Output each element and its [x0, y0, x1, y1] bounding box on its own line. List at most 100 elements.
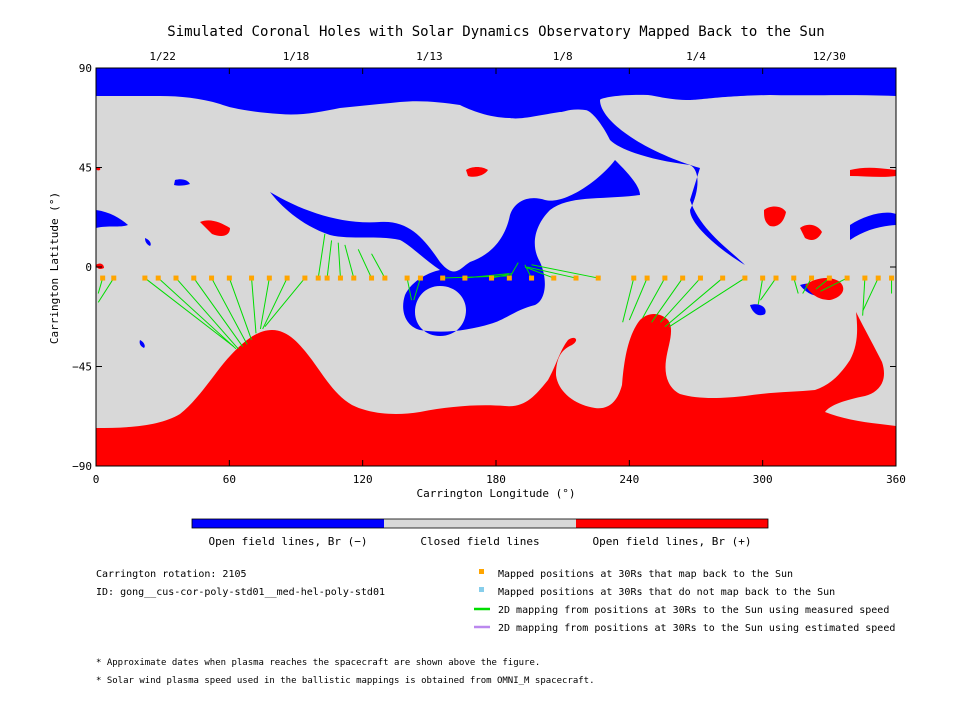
colorbar-positive [576, 519, 768, 528]
mapped-point [173, 275, 179, 281]
mapping-line [531, 264, 599, 279]
mapped-point [773, 275, 779, 281]
mapped-point [315, 275, 321, 281]
mapping-line [97, 277, 115, 303]
mapped-point [337, 275, 343, 281]
mapped-point [551, 275, 557, 281]
mapped-point [826, 275, 832, 281]
mapping-line [357, 249, 373, 279]
mapped-point [404, 275, 410, 281]
mapping-line [211, 277, 248, 345]
mapping-line [491, 273, 512, 279]
mapped-point [489, 275, 495, 281]
legend-estimated-label: 2D mapping from positions at 30Rs to the… [498, 623, 895, 634]
field-map [96, 68, 896, 466]
mapping-line [669, 277, 746, 328]
legend-mapped-label: Mapped positions at 30Rs that map back t… [498, 569, 793, 580]
chart-title: Simulated Coronal Holes with Solar Dynam… [167, 24, 824, 40]
mapping-line [862, 277, 879, 312]
mapping-line [317, 233, 326, 279]
mapped-point [809, 275, 815, 281]
date-tick-label: 1/8 [553, 50, 573, 63]
mapped-point [844, 275, 850, 281]
mapping-line [337, 242, 341, 279]
date-tick-label: 1/22 [149, 50, 176, 63]
colorbar: Open field lines, Br (−) Closed field li… [191, 518, 769, 548]
mapped-point [760, 275, 766, 281]
note-omni: * Solar wind plasma speed used in the ba… [96, 676, 595, 686]
mapped-point [529, 275, 535, 281]
mapping-line [326, 240, 333, 279]
mapping-line [622, 277, 635, 323]
mapped-point [595, 275, 601, 281]
mapped-point [462, 275, 468, 281]
date-tick-label: 1/4 [686, 50, 706, 63]
mapped-point [249, 275, 255, 281]
mapped-point [680, 275, 686, 281]
y-axis: 90 45 0 −45 −90 [72, 62, 896, 473]
positive-patch [96, 167, 896, 300]
mapping-line [660, 277, 701, 323]
mapped-point [862, 275, 868, 281]
equatorial-negative-band [270, 160, 640, 336]
mapped-point [644, 275, 650, 281]
mapping-line [524, 266, 554, 279]
mapping-line [527, 266, 577, 279]
mapping-line [664, 277, 723, 328]
mapped-point [506, 275, 512, 281]
x-tick-label: 360 [886, 473, 906, 486]
mapped-point [720, 275, 726, 281]
mapped-point [351, 275, 357, 281]
x-tick-label: 300 [753, 473, 773, 486]
mapped-point [440, 275, 446, 281]
x-tick-label: 0 [93, 473, 100, 486]
mapped-point [742, 275, 748, 281]
colorbar-negative [192, 519, 384, 528]
mapped-point [100, 275, 106, 281]
legend: Mapped positions at 30Rs that map back t… [474, 569, 895, 634]
y-tick-label: 90 [79, 62, 92, 75]
mapped-points [100, 275, 895, 281]
mapping-line [193, 277, 244, 347]
mapped-point [631, 275, 637, 281]
mapped-point [284, 275, 290, 281]
mapping-line [642, 277, 666, 319]
x-tick-label: 180 [486, 473, 506, 486]
mapping-line [264, 277, 306, 328]
mapping-line [97, 277, 104, 294]
mapping-line [251, 278, 257, 334]
model-id: ID: gong__cus-cor-poly-std01__med-hel-po… [96, 587, 385, 598]
mapped-point [266, 275, 272, 281]
mapping-line [820, 277, 848, 292]
colorbar-closed [384, 519, 576, 528]
date-tick-label: 1/13 [416, 50, 443, 63]
mapped-point [369, 275, 375, 281]
south-polar-hole [96, 312, 896, 466]
y-axis-label: Carrington Latitude (°) [48, 192, 61, 344]
colorbar-positive-label: Open field lines, Br (+) [593, 535, 752, 548]
mapped-point [155, 275, 161, 281]
mapped-point [324, 275, 330, 281]
mapping-line [760, 277, 777, 301]
mapped-point [191, 275, 197, 281]
mapping-line [651, 277, 684, 323]
colorbar-closed-label: Closed field lines [420, 535, 539, 548]
mapping-line [157, 277, 237, 350]
mapping-line [757, 277, 764, 305]
mapped-point [302, 275, 308, 281]
mapping-line [344, 244, 355, 279]
mapping-line [793, 277, 799, 294]
mapped-point [417, 275, 423, 281]
mapping-line [228, 277, 253, 341]
mapping-line [371, 253, 386, 279]
legend-unmapped-swatch [479, 587, 484, 592]
mapping-line [802, 277, 812, 294]
mapping-line [413, 277, 421, 301]
date-tick-label: 1/18 [283, 50, 310, 63]
mapped-point [573, 275, 579, 281]
mapped-point [697, 275, 703, 281]
mapped-point [209, 275, 215, 281]
legend-mapped-swatch [479, 569, 484, 574]
mapping-line [406, 277, 413, 301]
